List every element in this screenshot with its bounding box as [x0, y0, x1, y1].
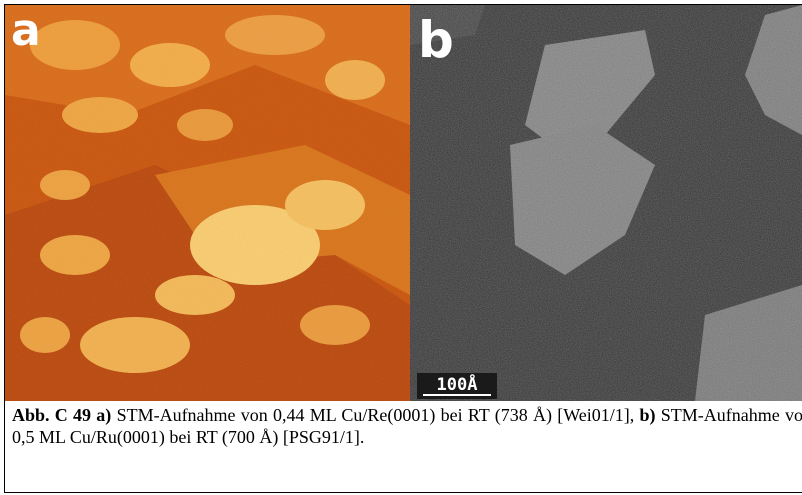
figure-number: Abb. C 49 — [12, 405, 91, 425]
page: a 100Å b Abb. C 49 a) STM-Aufnahme von 0… — [0, 0, 802, 495]
part-label: b) — [640, 405, 656, 425]
caption: Abb. C 49 a) STM-Aufnahme von 0,44 ML Cu… — [12, 404, 802, 448]
panel-label: b — [418, 11, 454, 69]
panel-b-image: 100Å b — [410, 5, 802, 401]
panel-label: a — [11, 5, 41, 56]
scale-bar-label: 100Å — [437, 372, 478, 395]
figure-images: a 100Å b — [5, 5, 802, 401]
caption-text: STM-Aufnahme von 0,44 ML Cu/Re(0001) bei… — [117, 405, 635, 425]
part-label: a) — [96, 405, 111, 425]
panel-a-image: a — [5, 5, 410, 401]
